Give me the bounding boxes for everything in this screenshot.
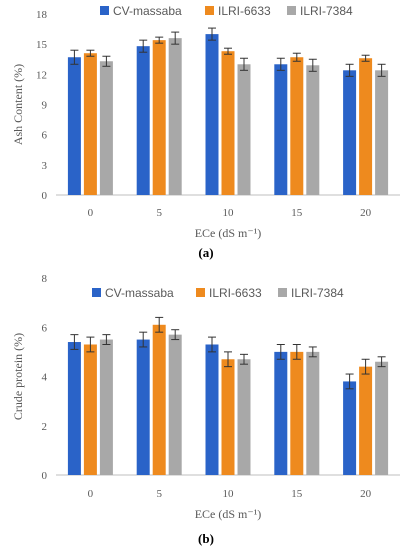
bar-cv-massaba [67,342,81,475]
legend-label: ILRI-6633 [218,4,271,18]
bar-ilri-7384 [375,361,389,475]
legend-swatch [287,6,296,15]
bar-ilri-6633 [359,366,373,475]
legend-swatch [100,6,109,15]
y-tick-label: 0 [42,190,48,202]
y-axis-label: Crude protein (%) [11,333,25,420]
bar-ilri-6633 [290,57,304,195]
y-tick-label: 0 [42,470,48,482]
bar-cv-massaba [343,70,357,195]
bar-ilri-6633 [83,344,97,475]
bar-ilri-7384 [168,334,182,475]
y-tick-label: 12 [36,69,47,81]
y-tick-label: 18 [36,9,48,21]
bar-ilri-6633 [290,351,304,475]
bar-ilri-7384 [168,38,182,196]
bar-ilri-7384 [375,70,389,195]
legend-swatch [92,288,101,297]
y-tick-label: 3 [42,160,48,172]
panel-b-caption: (b) [198,531,214,546]
legend-label: CV-massaba [113,4,182,18]
bar-cv-massaba [67,57,81,195]
y-tick-label: 6 [42,322,48,334]
bar-ilri-7384 [237,359,251,475]
legend-swatch [205,6,214,15]
bar-cv-massaba [205,34,219,195]
y-tick-label: 6 [42,130,48,142]
panel-b-chart: 0 2 4 6 8 Crude protein (%) 0 5 10 15 20 ECe (dS m⁻… [11,273,400,521]
bar-ilri-7384 [99,61,113,196]
x-tick-label: 0 [88,488,94,500]
y-tick-label: 2 [42,421,48,433]
x-tick-label: 15 [291,207,303,219]
panel-a-caption: (a) [198,245,213,260]
x-tick-label: 15 [291,488,303,500]
x-axis-label: ECe (dS m⁻¹) [195,507,262,521]
bar-ilri-6633 [152,324,166,475]
bar-ilri-7384 [99,339,113,475]
bar-ilri-7384 [237,64,251,196]
y-tick-label: 9 [42,100,48,112]
y-tick-label: 8 [42,273,48,285]
y-tick-label: 15 [36,39,48,51]
bar-ilri-6633 [359,58,373,195]
legend-label: ILRI-6633 [209,286,262,300]
bar-ilri-6633 [221,51,235,196]
bar-ilri-7384 [306,351,320,475]
bar-ilri-7384 [306,65,320,196]
panel-a-chart: 0 3 6 9 12 15 18 Ash Content (%) 0 5 10 15 20 ECe (dS… [11,4,400,240]
x-axis-label: ECe (dS m⁻¹) [195,226,262,240]
x-tick-label: 5 [156,488,162,500]
x-tick-label: 20 [360,207,372,219]
bar-ilri-6633 [221,359,235,475]
x-tick-label: 20 [360,488,372,500]
bar-cv-massaba [136,339,150,475]
bar-cv-massaba [274,351,288,475]
legend-label: CV-massaba [105,286,174,300]
x-tick-label: 10 [223,207,235,219]
legend-swatch [196,288,205,297]
bar-cv-massaba [343,381,357,475]
y-tick-label: 4 [42,372,48,384]
y-axis-label: Ash Content (%) [11,64,25,145]
bar-ilri-6633 [152,40,166,196]
bar-cv-massaba [136,46,150,195]
bar-cv-massaba [205,344,219,475]
bar-ilri-6633 [83,53,97,195]
legend-swatch [278,288,287,297]
x-tick-label: 5 [156,207,162,219]
legend-label: ILRI-7384 [300,4,353,18]
x-tick-label: 10 [223,488,235,500]
bar-cv-massaba [274,64,288,196]
x-tick-label: 0 [88,207,94,219]
legend-label: ILRI-7384 [291,286,344,300]
